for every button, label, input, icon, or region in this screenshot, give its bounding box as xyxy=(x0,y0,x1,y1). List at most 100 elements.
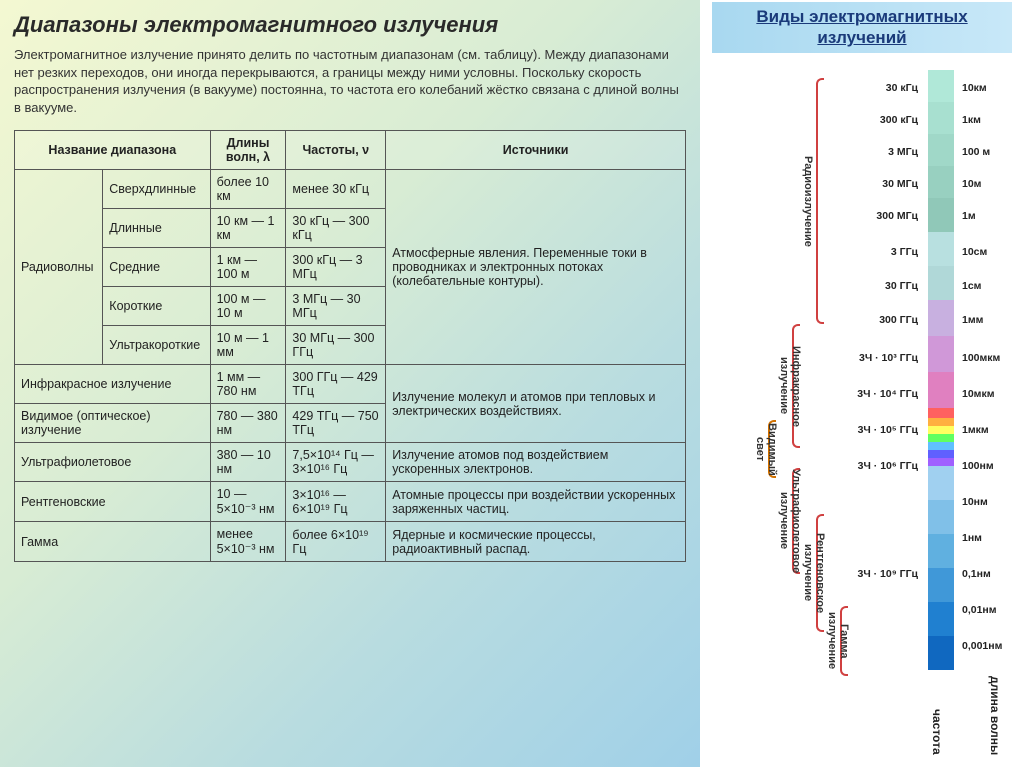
cell-wl: 780 — 380 нм xyxy=(210,404,286,443)
freq-label: 300 кГц xyxy=(854,114,918,126)
left-panel: Диапазоны электромагнитного излучения Эл… xyxy=(0,0,700,767)
axis-freq-label: частота xyxy=(930,709,944,755)
wave-label: 1нм xyxy=(962,532,982,544)
cell-wl: 380 — 10 нм xyxy=(210,443,286,482)
cell-freq: 7,5×10¹⁴ Гц — 3×10¹⁶ Гц xyxy=(286,443,386,482)
cell-band: Радиоволны xyxy=(15,170,103,365)
color-segment xyxy=(928,372,954,408)
table-row: Ультрафиолетовое 380 — 10 нм 7,5×10¹⁴ Гц… xyxy=(15,443,686,482)
color-segment xyxy=(928,434,954,442)
cell-sub: Ультракороткие xyxy=(103,326,210,365)
wave-label: 0,01нм xyxy=(962,604,997,616)
cell-freq: более 6×10¹⁹ Гц xyxy=(286,522,386,562)
cell-band: Инфракрасное излучение xyxy=(15,365,211,404)
cell-src: Излучение молекул и атомов при тепловых … xyxy=(386,365,686,443)
wave-label: 10м xyxy=(962,178,981,190)
freq-label: 30 МГц xyxy=(854,178,918,190)
freq-label: 3Ч · 10⁶ ГГц xyxy=(854,460,918,472)
freq-label: 3Ч · 10⁴ ГГц xyxy=(854,388,918,400)
cell-freq: 30 МГц — 300 ГГц xyxy=(286,326,386,365)
freq-label: 3Ч · 10⁵ ГГц xyxy=(854,424,918,436)
table-row: Рентгеновские 10 — 5×10⁻³ нм 3×10¹⁶ — 6×… xyxy=(15,482,686,522)
cell-wl: 100 м — 10 м xyxy=(210,287,286,326)
right-panel: Виды электромагнитных излучений 30 кГц30… xyxy=(700,0,1024,767)
band-name: Ультрафиолетовое излучение xyxy=(778,468,802,574)
freq-label: 300 МГц xyxy=(854,210,918,222)
freq-label: 300 ГГц xyxy=(854,314,918,326)
cell-wl: 1 км — 100 м xyxy=(210,248,286,287)
freq-label: 3 МГц xyxy=(854,146,918,158)
band-labels: РадиоизлучениеИнфракрасное излучениеВиди… xyxy=(708,70,838,757)
band-name: Гамма излучение xyxy=(826,606,850,676)
cell-sub: Короткие xyxy=(103,287,210,326)
freq-label: 30 ГГц xyxy=(854,280,918,292)
th-freq: Частоты, ν xyxy=(286,131,386,170)
color-segment xyxy=(928,408,954,418)
em-table: Название диапазона Длины волн, λ Частоты… xyxy=(14,130,686,562)
cell-wl: 10 км — 1 км xyxy=(210,209,286,248)
color-segment xyxy=(928,70,954,102)
cell-band: Видимое (оптическое) излучение xyxy=(15,404,211,443)
table-row: Гамма менее 5×10⁻³ нм более 6×10¹⁹ Гц Яд… xyxy=(15,522,686,562)
cell-src: Ядерные и космические процессы, радиоакт… xyxy=(386,522,686,562)
cell-src: Атмосферные явления. Переменные токи в п… xyxy=(386,170,686,365)
cell-freq: 300 кГц — 3 МГц xyxy=(286,248,386,287)
color-segment xyxy=(928,336,954,372)
band-name: Радиоизлучение xyxy=(802,78,814,324)
color-segment xyxy=(928,602,954,636)
cell-sub: Средние xyxy=(103,248,210,287)
wave-label: 1м xyxy=(962,210,976,222)
freq-label: 3Ч · 10³ ГГц xyxy=(854,352,918,364)
cell-wl: 10 м — 1 мм xyxy=(210,326,286,365)
cell-band: Гамма xyxy=(15,522,211,562)
cell-freq: 429 ТГц — 750 ТГц xyxy=(286,404,386,443)
color-segment xyxy=(928,450,954,458)
spectrum-color-bar xyxy=(928,70,954,697)
wave-label: 1мм xyxy=(962,314,983,326)
table-row: Инфракрасное излучение 1 мм — 780 нм 300… xyxy=(15,365,686,404)
cell-sub: Сверхдлинные xyxy=(103,170,210,209)
wave-label: 10км xyxy=(962,82,987,94)
spectrum-diagram: 30 кГц 300 кГц 3 МГц 30 МГц 300 МГц 3 ГГц 30 Г… xyxy=(708,70,1016,757)
cell-freq: менее 30 кГц xyxy=(286,170,386,209)
cell-freq: 3×10¹⁶ — 6×10¹⁹ Гц xyxy=(286,482,386,522)
wave-label: 10см xyxy=(962,246,987,258)
wave-label: 1см xyxy=(962,280,981,292)
color-segment xyxy=(928,134,954,166)
th-src: Источники xyxy=(386,131,686,170)
color-segment xyxy=(928,500,954,534)
cell-freq: 300 ГГц — 429 ТГц xyxy=(286,365,386,404)
wave-label: 1мкм xyxy=(962,424,989,436)
cell-wl: 1 мм — 780 нм xyxy=(210,365,286,404)
color-segment xyxy=(928,266,954,300)
color-segment xyxy=(928,636,954,670)
cell-sub: Длинные xyxy=(103,209,210,248)
color-segment xyxy=(928,232,954,266)
cell-freq: 3 МГц — 30 МГц xyxy=(286,287,386,326)
band-name: Рентгеновское излучение xyxy=(802,514,826,632)
color-segment xyxy=(928,534,954,568)
wave-label: 1км xyxy=(962,114,981,126)
color-segment xyxy=(928,458,954,466)
color-segment xyxy=(928,102,954,134)
color-segment xyxy=(928,198,954,232)
th-wavelength: Длины волн, λ xyxy=(210,131,286,170)
main-title: Диапазоны электромагнитного излучения xyxy=(14,12,686,38)
band-bracket xyxy=(816,78,824,324)
wave-label: 10нм xyxy=(962,496,988,508)
color-segment xyxy=(928,418,954,426)
wave-label: 10мкм xyxy=(962,388,994,400)
intro-text: Электромагнитное излучение принято делит… xyxy=(14,46,686,116)
color-segment xyxy=(928,166,954,198)
freq-label: 30 кГц xyxy=(854,82,918,94)
wave-label: 0,1нм xyxy=(962,568,991,580)
wave-label: 100 м xyxy=(962,146,990,158)
cell-wl: более 10 км xyxy=(210,170,286,209)
cell-band: Ультрафиолетовое xyxy=(15,443,211,482)
cell-freq: 30 кГц — 300 кГц xyxy=(286,209,386,248)
freq-label: 3 ГГц xyxy=(854,246,918,258)
cell-band: Рентгеновские xyxy=(15,482,211,522)
cell-wl: 10 — 5×10⁻³ нм xyxy=(210,482,286,522)
band-name: Инфракрасное излучение xyxy=(778,324,802,448)
table-row: Радиоволны Сверхдлинные более 10 км мене… xyxy=(15,170,686,209)
